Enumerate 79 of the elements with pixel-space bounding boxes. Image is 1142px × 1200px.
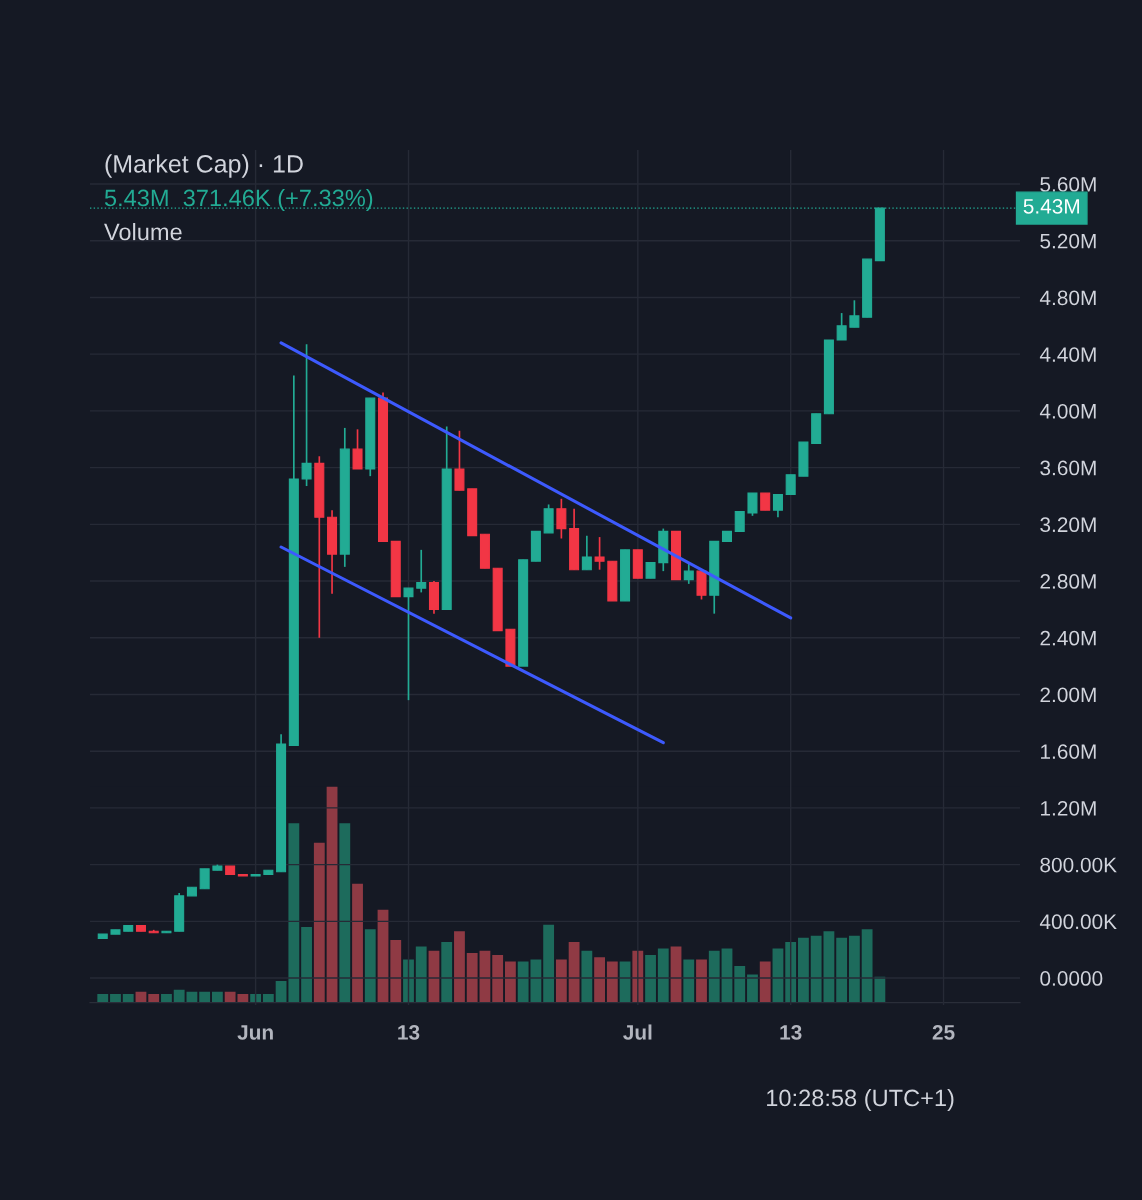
bar bbox=[594, 957, 605, 1003]
candlestick bbox=[581, 534, 592, 571]
bar bbox=[645, 955, 656, 1003]
ref-line-label: 5.43M bbox=[1023, 198, 1079, 214]
bar bbox=[836, 937, 848, 1003]
y-tick-label: 2.40M bbox=[1040, 630, 1096, 646]
candlestick bbox=[594, 536, 605, 571]
bar bbox=[759, 961, 771, 1003]
candlestick bbox=[849, 299, 860, 329]
bar bbox=[97, 993, 109, 1003]
candlestick bbox=[734, 511, 745, 532]
x-tick-label: 13 bbox=[780, 1024, 802, 1040]
bar bbox=[352, 883, 363, 1003]
text: 10:28:58 (UTC+1) bbox=[767, 1088, 954, 1111]
bar bbox=[568, 942, 580, 1003]
bar bbox=[173, 989, 185, 1003]
candlestick bbox=[785, 473, 796, 496]
bar bbox=[313, 842, 325, 1003]
bar bbox=[262, 993, 274, 1003]
bar bbox=[555, 959, 567, 1003]
candlestick bbox=[772, 493, 783, 519]
bar bbox=[364, 929, 376, 1003]
candlestick bbox=[683, 563, 694, 585]
bar bbox=[454, 931, 465, 1003]
bar bbox=[848, 935, 860, 1003]
x-tick-label: 25 bbox=[932, 1024, 955, 1040]
candlestick bbox=[747, 492, 758, 517]
bar bbox=[657, 948, 669, 1003]
candlestick bbox=[301, 343, 312, 487]
bar bbox=[148, 993, 160, 1003]
bar bbox=[708, 950, 720, 1003]
bar bbox=[211, 991, 223, 1003]
y-tick-label: 3.20M bbox=[1040, 517, 1096, 533]
annotation: 5.43M 371.46K (+7.33%) bbox=[104, 188, 373, 211]
y-tick-label: 400.00K bbox=[1039, 914, 1117, 930]
bar bbox=[339, 823, 351, 1003]
candlestick bbox=[199, 868, 210, 890]
bar bbox=[466, 952, 478, 1003]
y-tick-label: 1.20M bbox=[1041, 800, 1096, 816]
y-tick-label: 800.00K bbox=[1040, 857, 1117, 873]
bar bbox=[505, 961, 516, 1003]
x-tick-label: 13 bbox=[398, 1024, 420, 1040]
y-tick-label: 5.20M bbox=[1040, 233, 1096, 249]
y-tick-label: 3.60M bbox=[1040, 460, 1096, 476]
bar bbox=[798, 937, 809, 1003]
y-tick-label: 4.80M bbox=[1039, 290, 1096, 306]
y-tick-label: 4.00M bbox=[1039, 403, 1096, 419]
bar bbox=[581, 950, 593, 1003]
chart-title: (Market Cap) · 1D bbox=[105, 154, 303, 178]
candlestick bbox=[454, 429, 465, 492]
bar bbox=[492, 955, 504, 1003]
y-tick-label: 2.80M bbox=[1040, 574, 1096, 589]
bar bbox=[122, 993, 134, 1003]
annotation: Volume bbox=[104, 223, 182, 241]
y-tick-label: 1.60M bbox=[1041, 744, 1096, 759]
y-tick-label: 2.00M bbox=[1040, 687, 1096, 703]
bar bbox=[696, 959, 707, 1003]
bar bbox=[161, 993, 172, 1003]
bar bbox=[199, 991, 211, 1003]
bar bbox=[543, 924, 555, 1003]
x-tick-label: Jun bbox=[237, 1025, 273, 1040]
y-tick-label: 4.40M bbox=[1039, 347, 1096, 362]
bar bbox=[441, 942, 453, 1003]
candlestick bbox=[556, 497, 567, 540]
x-tick-label: Jul bbox=[623, 1024, 652, 1040]
candlestick bbox=[416, 549, 427, 594]
bar bbox=[415, 946, 427, 1003]
bar bbox=[606, 961, 618, 1003]
candlestick bbox=[403, 587, 414, 701]
y-tick-label: 5.60M bbox=[1040, 177, 1096, 192]
bar bbox=[301, 927, 312, 1003]
candlestick bbox=[836, 312, 847, 341]
bar bbox=[390, 939, 402, 1003]
candlestick bbox=[352, 428, 363, 470]
bar bbox=[110, 993, 121, 1003]
bar bbox=[734, 965, 746, 1003]
bar bbox=[683, 959, 695, 1003]
y-tick-label: 0.0000 bbox=[1040, 971, 1103, 986]
bar bbox=[747, 974, 758, 1003]
